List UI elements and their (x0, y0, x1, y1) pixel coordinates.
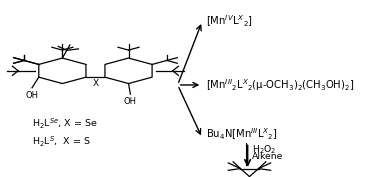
Text: H$_2$L$^{S}$,  X = S: H$_2$L$^{S}$, X = S (32, 135, 91, 149)
Text: H$_2$O$_2$: H$_2$O$_2$ (252, 143, 276, 156)
Text: Alkene: Alkene (252, 152, 284, 161)
Text: [Mn$^{IV}$L$^{X}$$_2$]: [Mn$^{IV}$L$^{X}$$_2$] (206, 13, 253, 29)
Text: OH: OH (25, 91, 39, 100)
Text: H$_2$L$^{Se}$, X = Se: H$_2$L$^{Se}$, X = Se (32, 117, 98, 131)
Text: [Mn$^{III}$$_2$L$^{X}$$_2$(μ-OCH$_3$)$_2$(CH$_3$OH)$_2$]: [Mn$^{III}$$_2$L$^{X}$$_2$(μ-OCH$_3$)$_2… (206, 77, 354, 93)
Text: X: X (92, 79, 99, 88)
Text: OH: OH (124, 97, 137, 106)
Text: Bu$_4$N[Mn$^{III}$L$^{X}$$_2$]: Bu$_4$N[Mn$^{III}$L$^{X}$$_2$] (206, 127, 278, 142)
